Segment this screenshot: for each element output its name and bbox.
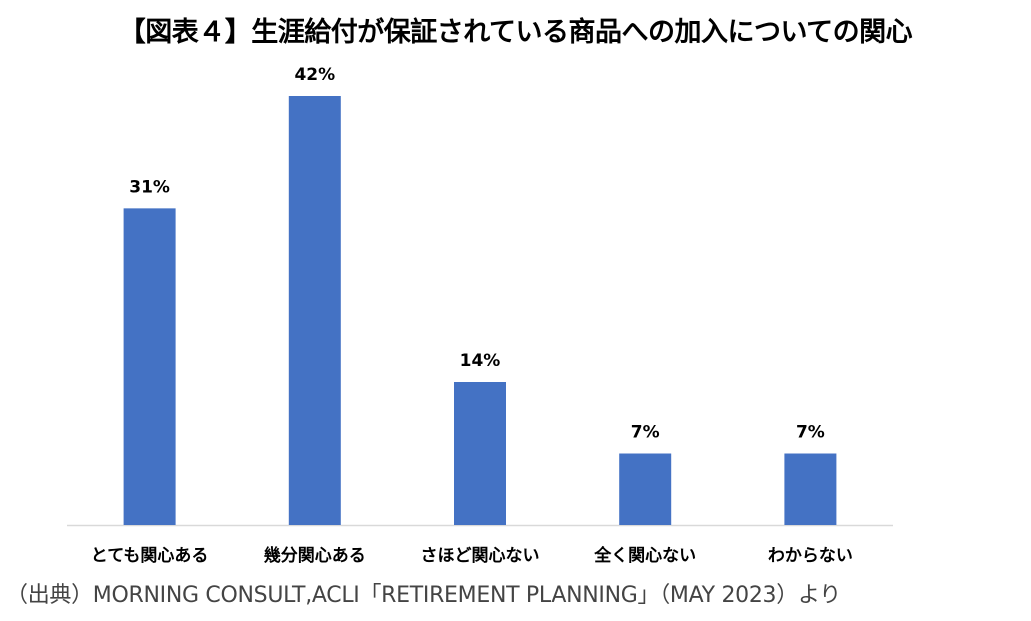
source-note: （出典）MORNING CONSULT,ACLI「RETIREMENT PLAN… <box>6 583 841 608</box>
data-label: 7% <box>631 423 660 443</box>
bar <box>288 96 341 525</box>
data-label: 42% <box>294 65 335 85</box>
bar <box>454 382 506 525</box>
category-label: わからない <box>768 546 853 566</box>
bar <box>123 208 176 525</box>
bar <box>784 453 837 525</box>
category-label: さほど関心ない <box>421 546 540 566</box>
bar <box>619 453 672 525</box>
chart-title: 【図表４】生涯給付が保証されている商品への加入についての関心 <box>118 17 913 48</box>
category-label: 全く関心ない <box>593 545 696 566</box>
category-label: とても関心ある <box>91 546 209 566</box>
category-label: 幾分関心ある <box>264 545 366 566</box>
data-label: 31% <box>129 177 170 197</box>
data-label: 7% <box>796 423 825 443</box>
data-label: 14% <box>460 351 501 371</box>
